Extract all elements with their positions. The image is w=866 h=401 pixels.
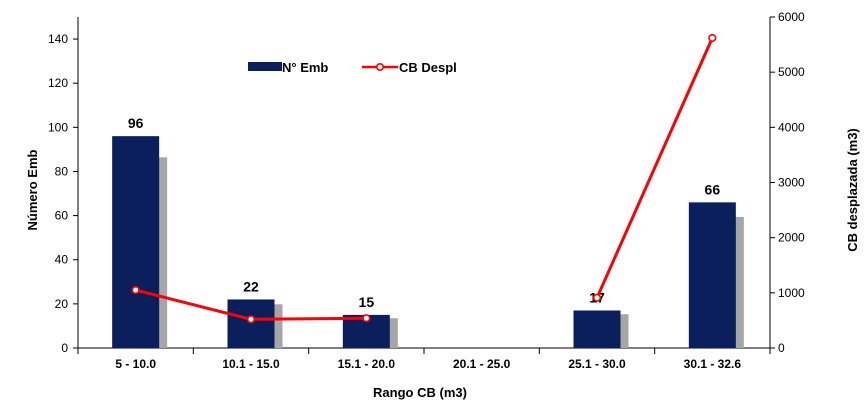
- line-path: [595, 37, 714, 299]
- legend-label-line: CB Despl: [399, 60, 457, 75]
- bar: [573, 310, 621, 348]
- y-tick-label: 60: [55, 209, 69, 223]
- bar: [688, 202, 736, 348]
- y-tick-label: 120: [48, 76, 68, 90]
- legend: N° Emb CB Despl: [248, 60, 457, 75]
- x-tick-label: 25.1 - 30.0: [568, 357, 626, 371]
- y2-tick-label: 4000: [778, 120, 805, 134]
- y2-axis-title: CB desplazada (m3): [845, 128, 860, 252]
- bar-data-label: 22: [243, 278, 259, 294]
- legend-swatch-bar: [248, 62, 282, 71]
- legend-swatch-marker: [375, 62, 384, 71]
- y-tick-label: 40: [55, 253, 69, 267]
- line-point: [592, 293, 602, 302]
- bar-data-label: 15: [359, 294, 375, 310]
- axes: [73, 16, 775, 354]
- x-tick-label: 20.1 - 25.0: [453, 357, 511, 371]
- y2-tick-label: 2000: [778, 231, 805, 245]
- bar: [227, 299, 275, 348]
- y-tick-label: 100: [48, 120, 68, 134]
- y2-tick-label: 3000: [778, 176, 805, 190]
- y-tick-label: 20: [55, 297, 69, 311]
- bar-series: 9622151766: [112, 115, 744, 348]
- x-tick-label: 10.1 - 15.0: [222, 357, 280, 371]
- legend-label-bar: N° Emb: [282, 60, 328, 75]
- y-axis-title: Número Emb: [25, 149, 40, 230]
- y-tick-label: 140: [48, 32, 68, 46]
- bar-data-label: 66: [705, 181, 721, 197]
- x-tick-label: 30.1 - 32.6: [684, 357, 742, 371]
- y-tick-label: 0: [61, 341, 68, 355]
- y-tick-label: 80: [55, 164, 69, 178]
- line-series: [131, 33, 717, 324]
- x-axis-title: Rango CB (m3): [373, 385, 467, 400]
- y2-tick-label: 1000: [778, 286, 805, 300]
- line-point: [708, 33, 717, 43]
- line-point: [246, 315, 256, 324]
- line-point: [362, 314, 371, 323]
- x-tick-label: 15.1 - 20.0: [338, 357, 396, 371]
- y2-tick-label: 5000: [778, 65, 805, 79]
- bar: [112, 136, 160, 348]
- tick-labels: 0 20 40 60 80 100 120 140 0 1000 2000 3000 4000 5000 6…: [48, 10, 805, 371]
- line-point: [131, 285, 140, 295]
- y2-tick-label: 0: [778, 341, 785, 355]
- x-tick-label: 5 - 10.0: [115, 357, 156, 371]
- y2-tick-label: 6000: [778, 10, 805, 24]
- bar-data-label: 96: [128, 115, 144, 131]
